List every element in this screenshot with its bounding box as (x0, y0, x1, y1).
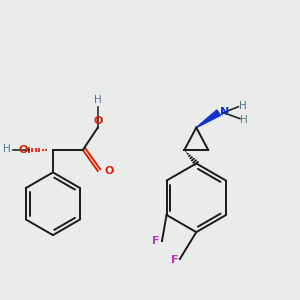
Text: F: F (171, 255, 178, 265)
Text: O: O (94, 116, 103, 126)
Text: H: H (241, 115, 248, 124)
Text: O: O (19, 145, 28, 155)
Text: N: N (220, 107, 230, 117)
Text: O: O (104, 166, 114, 176)
Text: H: H (239, 101, 247, 111)
Text: H: H (3, 144, 11, 154)
Text: F: F (152, 236, 160, 246)
Text: H: H (94, 95, 102, 105)
Polygon shape (196, 110, 220, 128)
